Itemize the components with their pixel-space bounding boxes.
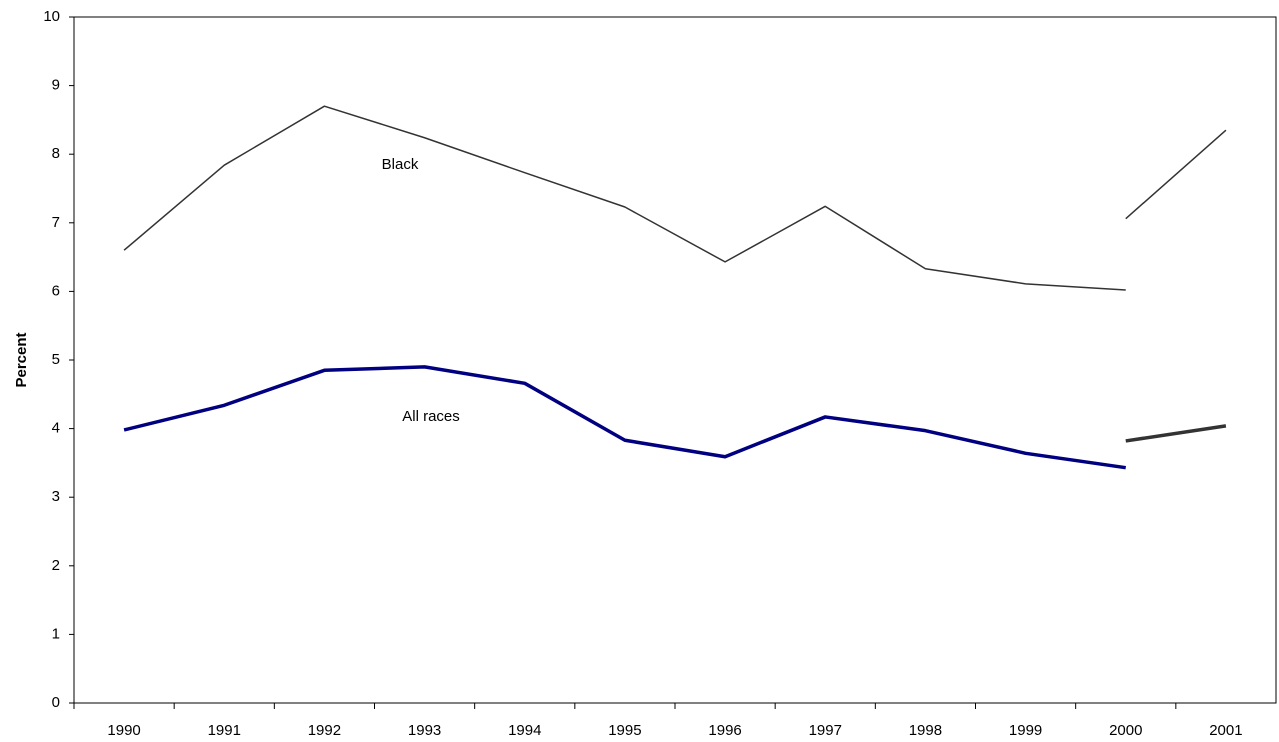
plot-frame [73, 16, 1277, 704]
y-tick-label: 4 [52, 420, 60, 437]
y-tick-label: 3 [52, 488, 60, 505]
y-tick-label: 10 [43, 8, 60, 25]
y-tick-label: 7 [52, 214, 60, 231]
y-tick-label: 8 [52, 145, 60, 162]
x-tick-label: 1996 [708, 722, 741, 739]
y-axis-title: Percent [13, 332, 30, 387]
y-tick-label: 1 [52, 625, 60, 642]
series-line [123, 365, 1126, 470]
series-label: Black [382, 156, 419, 173]
series-line [123, 105, 1126, 291]
y-tick-label: 6 [52, 282, 60, 299]
x-tick-label: 2001 [1209, 722, 1242, 739]
x-tick-label: 1993 [408, 722, 441, 739]
x-tick-label: 1994 [508, 722, 541, 739]
x-tick-label: 1992 [308, 722, 341, 739]
y-tick-label: 0 [52, 694, 60, 711]
x-tick-label: 1991 [208, 722, 241, 739]
x-tick-label: 1995 [608, 722, 641, 739]
x-tick-label: 2000 [1109, 722, 1142, 739]
y-tick-label: 2 [52, 557, 60, 574]
y-tick-label: 5 [52, 351, 60, 368]
series-label: All races [402, 408, 460, 425]
x-tick-label: 1990 [107, 722, 140, 739]
series-line [1125, 424, 1227, 443]
y-tick-label: 9 [52, 77, 60, 94]
x-tick-label: 1999 [1009, 722, 1042, 739]
x-tick-label: 1997 [809, 722, 842, 739]
series-line [1125, 129, 1227, 220]
x-tick-label: 1998 [909, 722, 942, 739]
